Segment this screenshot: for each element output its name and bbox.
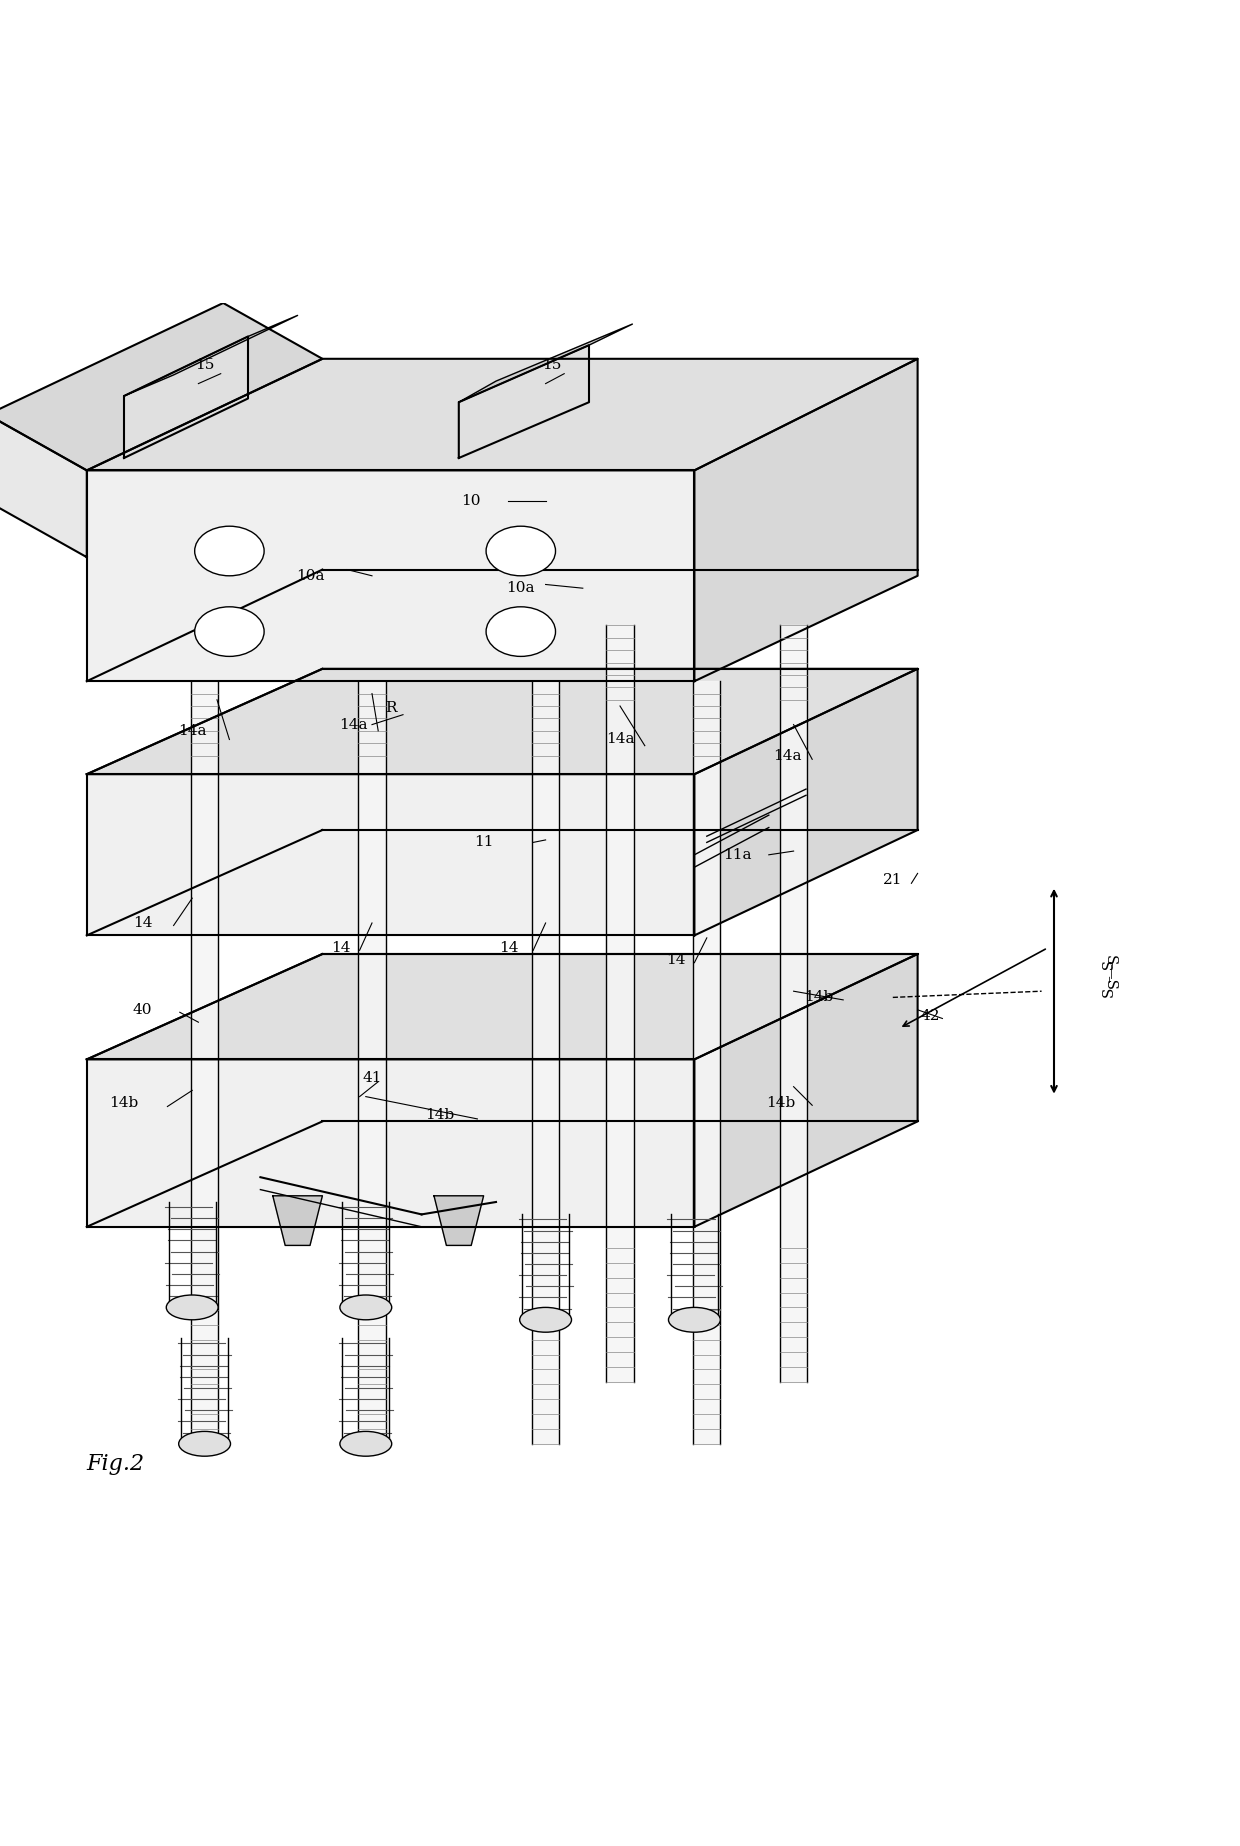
Text: 10a: 10a: [507, 581, 534, 594]
Text: 14b: 14b: [766, 1097, 796, 1109]
Polygon shape: [87, 668, 918, 773]
Text: 15: 15: [195, 358, 215, 373]
Text: 14: 14: [331, 941, 351, 954]
Polygon shape: [358, 681, 386, 1444]
Text: 14a: 14a: [606, 733, 634, 746]
Polygon shape: [606, 626, 634, 1383]
Polygon shape: [87, 358, 918, 471]
Polygon shape: [694, 954, 918, 1228]
Text: 14a: 14a: [774, 749, 801, 762]
Text: 10a: 10a: [296, 569, 324, 583]
Text: 11: 11: [474, 836, 494, 849]
Text: 21: 21: [883, 873, 903, 886]
Text: Fig.2: Fig.2: [87, 1453, 145, 1475]
Text: 14b: 14b: [109, 1097, 139, 1109]
Polygon shape: [124, 336, 248, 458]
Text: 11a: 11a: [724, 847, 751, 862]
Text: 14: 14: [133, 916, 153, 930]
Ellipse shape: [486, 526, 556, 576]
Polygon shape: [434, 1196, 484, 1246]
Polygon shape: [780, 626, 807, 1383]
Polygon shape: [87, 954, 918, 1060]
Polygon shape: [87, 773, 694, 936]
Polygon shape: [459, 325, 632, 402]
Text: 14b: 14b: [804, 991, 833, 1004]
Polygon shape: [459, 345, 589, 458]
Polygon shape: [273, 1196, 322, 1246]
Text: 14: 14: [498, 941, 518, 954]
Text: 14a: 14a: [340, 718, 367, 731]
Ellipse shape: [340, 1431, 392, 1456]
Text: S – S: S – S: [1102, 960, 1117, 999]
Text: 40: 40: [133, 1002, 153, 1017]
Ellipse shape: [520, 1307, 572, 1333]
Polygon shape: [694, 358, 918, 681]
Ellipse shape: [179, 1431, 231, 1456]
Polygon shape: [693, 681, 720, 1444]
Polygon shape: [694, 668, 918, 936]
Text: S—S: S—S: [1102, 954, 1117, 991]
Text: 10: 10: [461, 495, 481, 508]
Polygon shape: [87, 471, 694, 681]
Ellipse shape: [166, 1296, 218, 1320]
Text: R: R: [384, 701, 397, 716]
Ellipse shape: [340, 1296, 392, 1320]
Text: 15: 15: [542, 358, 562, 373]
Text: 41: 41: [362, 1071, 382, 1085]
Ellipse shape: [195, 526, 264, 576]
Ellipse shape: [668, 1307, 720, 1333]
Ellipse shape: [195, 607, 264, 657]
Text: 14b: 14b: [425, 1108, 455, 1122]
Polygon shape: [0, 303, 322, 471]
Polygon shape: [0, 415, 87, 557]
Polygon shape: [191, 681, 218, 1444]
Polygon shape: [87, 1060, 694, 1228]
Polygon shape: [124, 316, 298, 397]
Text: 14a: 14a: [179, 724, 206, 738]
Text: 14: 14: [666, 953, 686, 967]
Ellipse shape: [486, 607, 556, 657]
Polygon shape: [532, 681, 559, 1444]
Text: 42: 42: [920, 1010, 940, 1023]
